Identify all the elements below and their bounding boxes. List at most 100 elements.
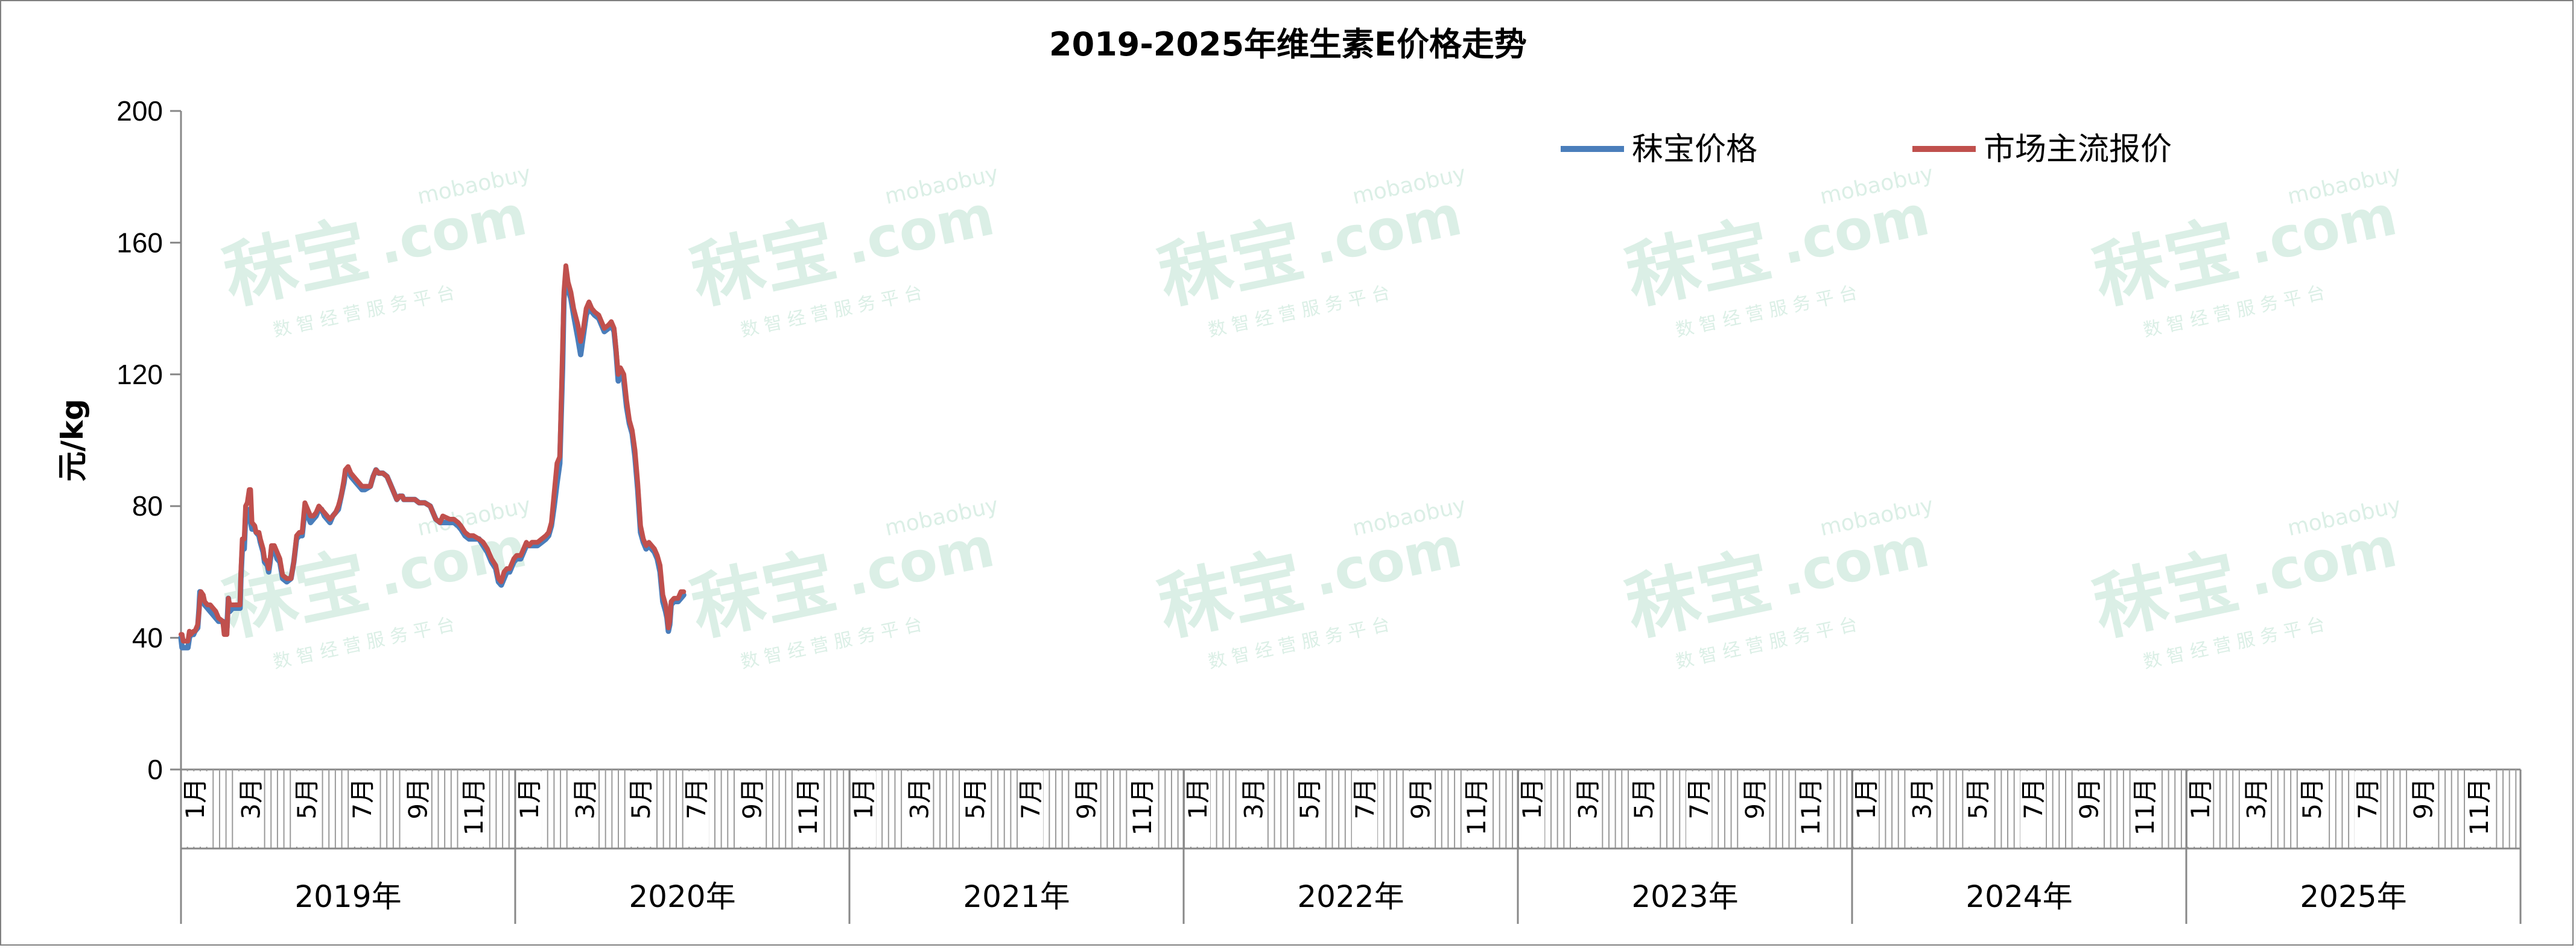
month-label: 9月	[1406, 778, 1435, 820]
month-label-bg	[238, 771, 264, 847]
month-label: 3月	[1239, 778, 1268, 820]
chart-title: 2019-2025年维生素E价格走势	[1049, 25, 1527, 63]
month-label-bg	[460, 771, 486, 847]
month-label-bg	[1797, 771, 1823, 847]
month-label-bg	[1296, 771, 1322, 847]
month-label: 5月	[626, 778, 656, 820]
month-label: 3月	[904, 778, 934, 820]
month-label: 1月	[1517, 778, 1547, 820]
month-label-bg	[1964, 771, 1990, 847]
y-tick-label: 80	[132, 490, 163, 522]
month-label: 11月	[1796, 778, 1826, 835]
month-label: 11月	[1128, 778, 1157, 835]
month-label: 1月	[515, 778, 544, 820]
month-label: 3月	[1907, 778, 1937, 820]
month-label-bg	[1519, 771, 1545, 847]
y-tick-label: 40	[132, 622, 163, 654]
series-layer	[178, 263, 687, 651]
month-label: 5月	[1629, 778, 1658, 820]
month-label-bg	[684, 771, 709, 847]
year-label: 2019年	[294, 879, 401, 914]
month-label-bg	[1686, 771, 1712, 847]
month-label: 3月	[2241, 778, 2271, 820]
month-label: 7月	[347, 778, 377, 820]
month-label: 1月	[1851, 778, 1881, 820]
legend-label: 市场主流报价	[1984, 131, 2172, 168]
month-label-bg	[2466, 771, 2492, 847]
legend: 秣宝价格 市场主流报价	[1561, 131, 2172, 168]
month-label: 5月	[960, 778, 990, 820]
month-label-bg	[182, 771, 208, 847]
month-label: 9月	[2074, 778, 2104, 820]
month-label: 7月	[1350, 778, 1380, 820]
month-label-bg	[1073, 771, 1099, 847]
month-label-bg	[2131, 771, 2157, 847]
month-label: 7月	[2019, 778, 2048, 820]
month-label-bg	[405, 771, 431, 847]
month-label: 9月	[737, 778, 767, 820]
month-label-bg	[1853, 771, 1879, 847]
month-label-bg	[572, 771, 598, 847]
month-label: 1月	[1183, 778, 1213, 820]
month-label-bg	[2020, 771, 2046, 847]
month-label-bg	[1463, 771, 1489, 847]
month-label: 3月	[1573, 778, 1602, 820]
y-tick-label: 200	[116, 95, 163, 127]
month-label: 7月	[1684, 778, 1714, 820]
month-label-bg	[739, 771, 765, 847]
month-label: 5月	[1963, 778, 1993, 820]
month-label-bg	[293, 771, 319, 847]
month-label: 3月	[236, 778, 265, 820]
month-label: 9月	[1740, 778, 1769, 820]
month-label-bg	[2187, 771, 2213, 847]
month-label-bg	[1909, 771, 1935, 847]
month-label-bg	[2076, 771, 2102, 847]
month-label: 11月	[1462, 778, 1491, 835]
month-label: 1月	[2186, 778, 2215, 820]
month-label-bg	[795, 771, 820, 847]
month-label-bg	[1185, 771, 1211, 847]
y-axis-label: 元/kg	[55, 399, 90, 481]
month-label: 9月	[1071, 778, 1101, 820]
y-tick-label: 160	[116, 227, 163, 258]
month-label: 1月	[180, 778, 210, 820]
y-tick-label: 0	[147, 754, 163, 785]
month-label-bg	[1129, 771, 1155, 847]
y-tick-label: 120	[116, 359, 163, 390]
month-label-bg	[851, 771, 877, 847]
year-label: 2020年	[629, 879, 735, 914]
month-label: 7月	[2353, 778, 2382, 820]
watermark-layer: 秣宝.commobaobuy数 智 经 营 服 务 平 台秣宝.commobao…	[217, 161, 2403, 672]
legend-label: 秣宝价格	[1632, 131, 1757, 168]
month-label-bg	[516, 771, 542, 847]
month-label: 3月	[570, 778, 600, 820]
month-label-bg	[962, 771, 988, 847]
year-label: 2021年	[963, 879, 1070, 914]
month-label: 11月	[459, 778, 489, 835]
month-label-bg	[2298, 771, 2324, 847]
month-label-bg	[1742, 771, 1768, 847]
month-label: 11月	[793, 778, 823, 835]
year-label: 2022年	[1297, 879, 1404, 914]
month-label: 1月	[849, 778, 878, 820]
month-label-bg	[1575, 771, 1600, 847]
year-label: 2025年	[2300, 879, 2406, 914]
month-label-bg	[627, 771, 653, 847]
month-label-bg	[1240, 771, 1266, 847]
year-label: 2023年	[1631, 879, 1738, 914]
month-label: 7月	[682, 778, 711, 820]
year-label: 2024年	[1965, 879, 2072, 914]
month-label-bg	[2243, 771, 2269, 847]
y-axis: 0 40 80 120 160 200	[116, 95, 182, 785]
month-label: 11月	[2464, 778, 2494, 835]
month-label: 9月	[403, 778, 433, 820]
